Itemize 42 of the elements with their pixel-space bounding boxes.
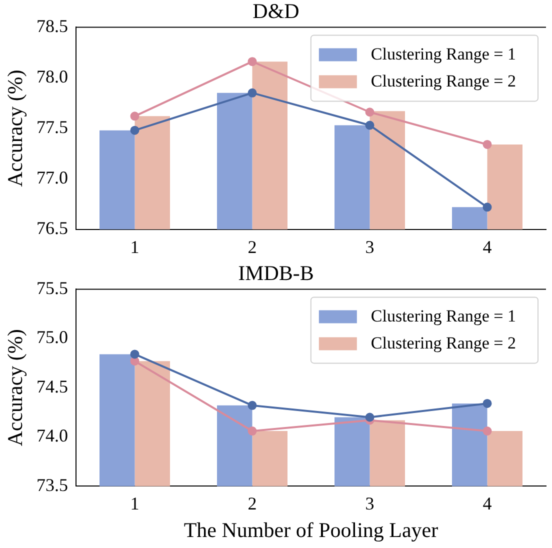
x-tick-label: 4 (482, 494, 492, 514)
x-tick-label: 2 (248, 494, 257, 514)
x-tick-label: 1 (130, 236, 140, 257)
y-tick-label: 77.5 (36, 117, 68, 138)
y-tick-label: 76.5 (36, 218, 68, 238)
y-tick-label: 74.0 (36, 426, 68, 446)
y-tick-label: 75.0 (36, 327, 68, 348)
y-tick-label: 74.5 (36, 376, 68, 396)
point (130, 112, 140, 121)
point (482, 426, 492, 436)
x-tick-label: 3 (365, 236, 374, 257)
point (130, 350, 140, 359)
x-tick-label: 1 (130, 494, 140, 514)
point (130, 356, 140, 366)
x-tick-label: 3 (365, 494, 374, 514)
point (248, 88, 257, 98)
point (482, 398, 492, 408)
y-tick-label: 73.5 (36, 474, 68, 495)
point (248, 400, 257, 410)
point (482, 140, 492, 149)
chart-title: D&D (252, 0, 300, 24)
y-axis-title: Accuracy (%) (3, 329, 28, 446)
point (482, 202, 492, 212)
legend-label: Clustering Range = 1 (370, 44, 516, 64)
point (365, 120, 374, 130)
y-tick-label: 75.5 (36, 278, 68, 298)
x-tick-label: 4 (482, 236, 492, 257)
chart-title: IMDB-B (238, 261, 314, 286)
point (248, 426, 257, 436)
point (365, 412, 374, 422)
y-tick-label: 77.0 (36, 168, 68, 188)
x-tick-label: 2 (248, 236, 257, 257)
point (365, 108, 374, 117)
point (130, 126, 140, 135)
legend-label: Clustering Range = 1 (370, 306, 516, 326)
legend-label: Clustering Range = 2 (370, 72, 516, 91)
y-tick-label: 78.0 (36, 66, 68, 86)
point (248, 57, 257, 66)
x-axis-title: The Number of Pooling Layer (184, 518, 438, 542)
y-axis-title: Accuracy (%) (3, 70, 28, 187)
legend-label: Clustering Range = 2 (370, 334, 516, 353)
y-tick-label: 78.5 (36, 16, 68, 36)
